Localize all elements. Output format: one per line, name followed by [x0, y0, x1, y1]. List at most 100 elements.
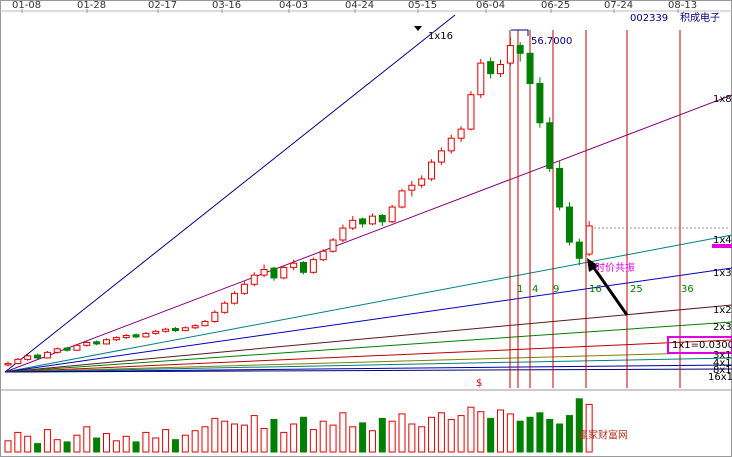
fan-label: 1x4: [713, 235, 732, 246]
volume-bar: [437, 412, 445, 453]
date-label: 07-24: [604, 0, 633, 11]
candle-body: [536, 82, 544, 124]
volume-bar: [112, 440, 120, 453]
date-label: 01-28: [77, 0, 106, 11]
candle-body: [152, 330, 160, 334]
volume-bar: [585, 403, 593, 453]
highlight-bar: [712, 244, 732, 248]
fan-line: [4, 234, 732, 373]
volume-bar: [477, 411, 485, 453]
volume-bar: [290, 423, 298, 453]
candle-body: [211, 311, 219, 322]
date-label: 03-16: [212, 0, 241, 11]
time-label: 36: [681, 284, 694, 295]
candle-body: [565, 206, 573, 243]
date-label: 02-17: [148, 0, 177, 11]
volume-bar: [122, 435, 130, 453]
volume-bar: [250, 415, 258, 453]
volume-bar: [93, 437, 101, 453]
volume-bar: [546, 419, 554, 453]
candle-body: [585, 225, 593, 255]
date-label: 05-15: [408, 0, 437, 11]
gann-fan: [4, 14, 732, 373]
fan-label: 1x2: [713, 305, 732, 316]
candle-body: [280, 266, 288, 279]
volume-bar: [487, 417, 495, 453]
arrow-head: [587, 258, 599, 272]
volume-bar: [408, 423, 416, 453]
time-label: 1: [517, 284, 523, 295]
candle-body: [181, 327, 189, 332]
volume-bar: [4, 440, 12, 453]
volume-bar: [319, 420, 327, 453]
candle-body: [83, 342, 91, 346]
labels: 002339 积成电子 56.7000 1x16 1x8 1x4 1x3 1x2…: [428, 11, 732, 442]
volume-bar: [260, 427, 268, 453]
candle-body: [437, 150, 445, 163]
volume-bar: [142, 431, 150, 453]
watermark: 赢家财富网: [578, 429, 628, 442]
candle-body: [319, 250, 327, 261]
time-label: 9: [553, 284, 559, 295]
volume-bar: [536, 412, 544, 453]
candle-body: [467, 94, 475, 130]
volume-bar: [53, 439, 61, 453]
candle-body: [447, 137, 455, 152]
candle-body: [556, 167, 564, 208]
fan-line: [4, 267, 732, 373]
fan-line: [4, 351, 732, 373]
volume-bar: [526, 416, 534, 453]
candle-body: [240, 283, 248, 294]
marker-label: $: [476, 378, 482, 389]
volume-bar: [359, 422, 367, 453]
candle-body: [516, 45, 524, 54]
candle-body: [162, 328, 170, 332]
volume-bar: [181, 434, 189, 453]
time-label: 4: [532, 284, 538, 295]
volume-bar: [329, 424, 337, 453]
peak-label: 56.7000: [531, 36, 572, 47]
candle-body: [191, 325, 199, 329]
fan-label: 1x3: [713, 268, 732, 279]
candle-body: [122, 334, 130, 339]
candle-body: [526, 52, 534, 84]
candle-body: [270, 267, 278, 279]
volume-bar: [339, 412, 347, 453]
candle-body: [339, 227, 347, 241]
candle-body: [43, 351, 51, 359]
volume-bar: [388, 420, 396, 453]
volume-bar: [191, 430, 199, 453]
candle-body: [546, 122, 554, 169]
stock-name: 积成电子: [680, 11, 720, 24]
candle-body: [408, 184, 416, 191]
volume-bar: [240, 424, 248, 453]
volume-bar: [83, 426, 91, 453]
candle-body: [368, 215, 376, 225]
stock-code: 002339: [630, 13, 668, 24]
volume-bar: [428, 416, 436, 453]
volume-bar: [162, 429, 170, 453]
candle-body: [575, 241, 583, 259]
candle-body: [171, 327, 179, 332]
volume-bar: [457, 415, 465, 453]
time-lines: [509, 30, 681, 388]
candle-body: [53, 348, 61, 353]
volume-bar: [201, 426, 209, 453]
peak-bracket: [511, 29, 529, 36]
candle-body: [497, 64, 504, 75]
volume-bar: [309, 429, 317, 453]
volume-bar: [221, 420, 229, 453]
fan-label: 2x3: [713, 322, 732, 333]
volume-bar: [63, 441, 71, 453]
volume-bar: [231, 423, 239, 453]
volume-bar: [103, 433, 110, 453]
candle-body: [329, 239, 337, 252]
time-label: 25: [630, 284, 643, 295]
volume-bar: [398, 413, 406, 453]
fan-line: [4, 94, 732, 373]
candle-body: [201, 320, 209, 327]
fan-label: 16x1: [708, 372, 732, 383]
